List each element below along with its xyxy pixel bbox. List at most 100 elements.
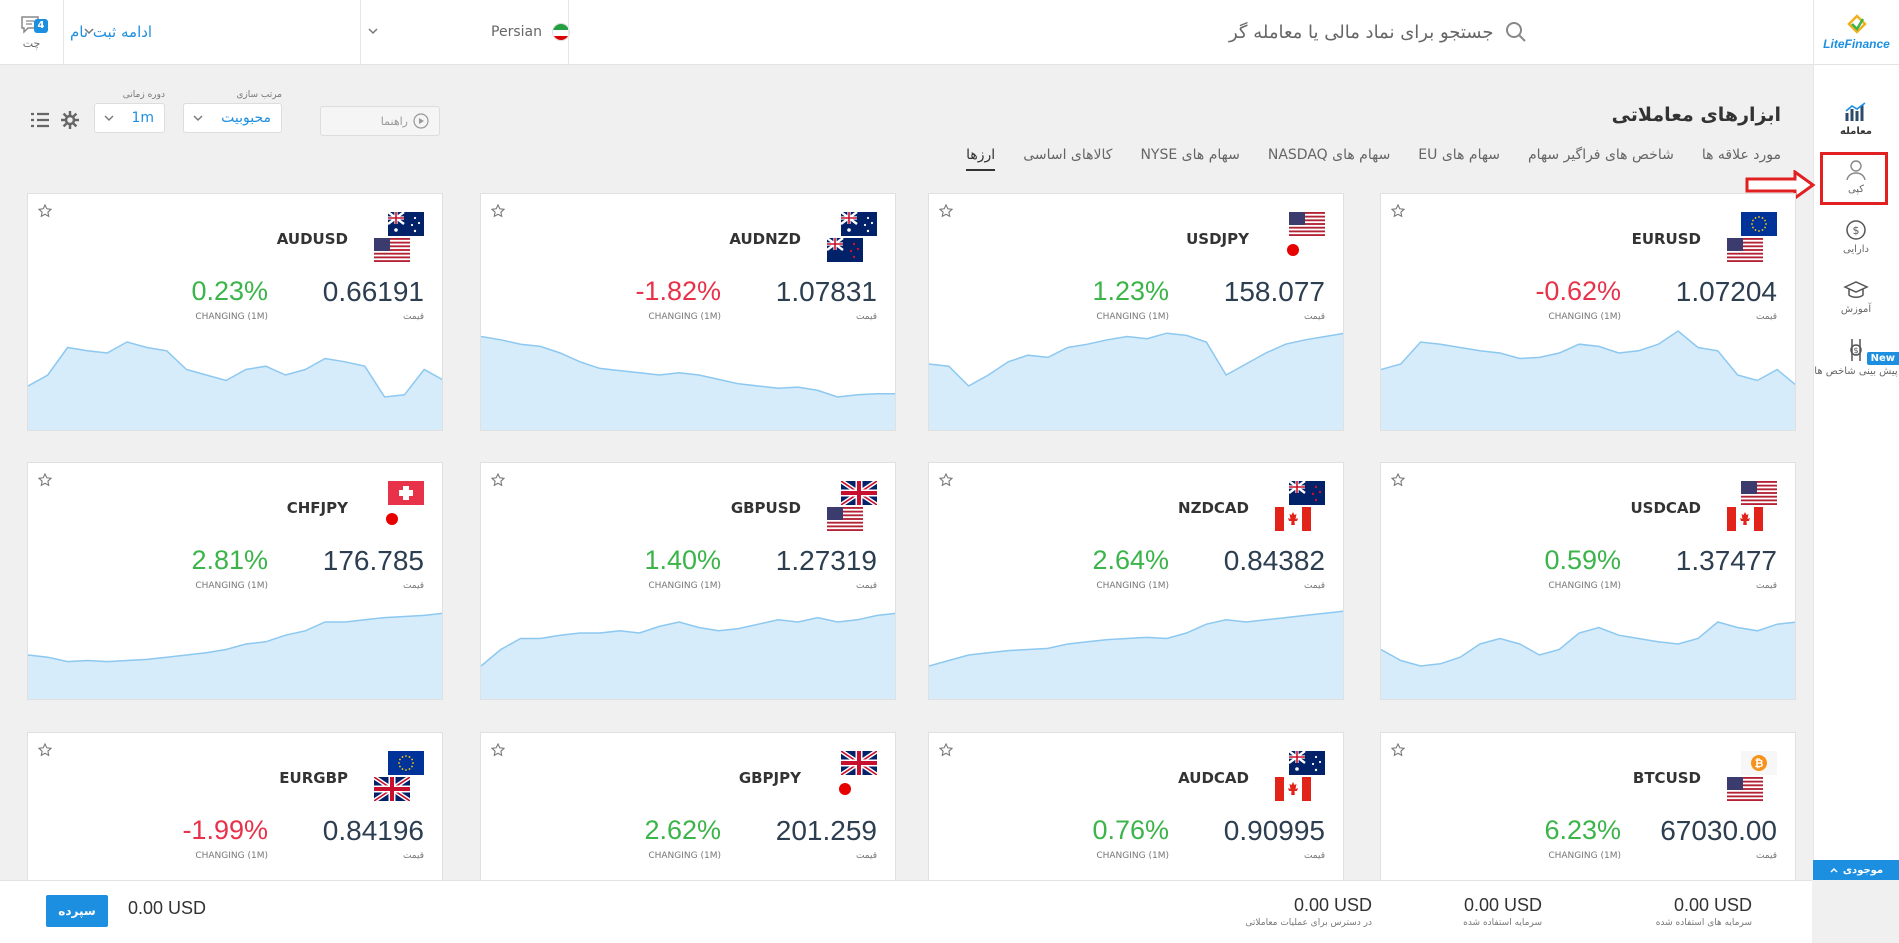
change-label: CHANGING (1M) <box>648 851 721 861</box>
price-sparkline <box>481 612 895 699</box>
forecast-icon: $ <box>1850 339 1862 361</box>
search-input[interactable]: جستجو برای نماد مالی یا معامله گر <box>1229 21 1494 43</box>
period-caption: دوره زمانی <box>122 90 165 100</box>
sidebar-item-forecast[interactable]: $ پیش بینی شاخص ها <box>1813 337 1899 378</box>
au-flag-icon <box>840 211 877 236</box>
change-label: CHANGING (1M) <box>1096 581 1169 591</box>
red-arrow-annotation <box>1745 170 1816 200</box>
tab-item[interactable]: ارزها <box>966 147 996 171</box>
instrument-symbol: USDJPY <box>1186 230 1249 248</box>
favorite-star-icon[interactable] <box>939 743 953 757</box>
instrument-change: 0.23% <box>191 276 268 306</box>
highlight-box <box>1820 152 1888 205</box>
instrument-card[interactable]: GBPUSD 1.27319 قیمت 1.40% CHANGING (1M) <box>480 462 896 700</box>
tab-item[interactable]: مورد علاقه ها <box>1701 147 1781 163</box>
tab-item[interactable]: سهام های EU <box>1418 147 1501 163</box>
sidebar-item-trade[interactable]: معامله <box>1813 101 1899 138</box>
price-sparkline <box>1381 621 1795 699</box>
nz-flag-icon <box>1288 480 1325 505</box>
price-label: قیمت <box>1303 312 1325 322</box>
instrument-change: 6.23% <box>1544 815 1621 845</box>
favorite-star-icon[interactable] <box>1391 473 1405 487</box>
instrument-price: 0.90995 <box>1223 815 1325 846</box>
favorite-star-icon[interactable] <box>1391 743 1405 757</box>
instrument-card[interactable]: CHFJPY 176.785 قیمت 2.81% CHANGING (1M) <box>27 462 443 700</box>
favorite-star-icon[interactable] <box>38 473 52 487</box>
nz-flag-icon <box>826 237 863 262</box>
instrument-card[interactable]: USDCAD 1.37477 قیمت 0.59% CHANGING (1M) <box>1380 462 1796 700</box>
tab-item[interactable]: سهام های NYSE <box>1140 147 1240 163</box>
guide-button[interactable]: راهنما <box>320 106 440 136</box>
price-label: قیمت <box>1755 851 1777 861</box>
sparkline-area <box>1381 622 1795 699</box>
favorite-star-icon[interactable] <box>1391 204 1405 218</box>
change-label: CHANGING (1M) <box>648 581 721 591</box>
instrument-symbol: CHFJPY <box>286 499 348 517</box>
stat-value: 0.00 USD <box>1673 895 1752 915</box>
header-divider <box>568 0 569 64</box>
instrument-change: 2.81% <box>191 545 268 575</box>
chat-button[interactable]: 4 چت <box>0 0 64 64</box>
au-flag-icon <box>387 211 424 236</box>
favorite-star-icon[interactable] <box>491 743 505 757</box>
sidebar-item-education[interactable]: آموزش <box>1813 279 1899 316</box>
favorite-star-icon[interactable] <box>491 204 505 218</box>
search-bar[interactable]: جستجو برای نماد مالی یا معامله گر <box>1229 14 1789 50</box>
tab-item[interactable]: کالاهای اساسی <box>1023 147 1113 163</box>
change-label: CHANGING (1M) <box>195 851 268 861</box>
header-divider <box>360 0 361 64</box>
price-label: قیمت <box>402 851 424 861</box>
favorite-star-icon[interactable] <box>491 473 505 487</box>
search-icon <box>1506 22 1527 42</box>
gear-icon[interactable] <box>60 110 80 130</box>
favorite-star-icon[interactable] <box>939 204 953 218</box>
instrument-card[interactable]: EURUSD 1.07204 قیمت -0.62% CHANGING (1M) <box>1380 193 1796 431</box>
stat-used-funds: 0.00 USD سرمایه های استفاده شده <box>1656 895 1752 928</box>
instrument-card[interactable]: USDJPY 158.077 قیمت 1.23% CHANGING (1M) <box>928 193 1344 431</box>
instrument-price: 176.785 <box>322 545 424 576</box>
balance-tab[interactable]: موجودی <box>1813 860 1899 880</box>
favorite-star-icon[interactable] <box>939 473 953 487</box>
deposit-button[interactable]: سپرده <box>46 895 108 927</box>
price-sparkline <box>28 341 442 430</box>
favorite-star-icon[interactable] <box>38 743 52 757</box>
favorite-star-icon[interactable] <box>38 204 52 218</box>
account-balance: 0.00 USD <box>128 898 207 918</box>
list-view-icon[interactable] <box>30 110 50 130</box>
new-badge: New <box>1866 352 1899 365</box>
sidebar-item-assets[interactable]: $ دارایی <box>1813 219 1899 256</box>
continue-registration-dropdown[interactable]: ادامه ثبت نام <box>70 16 350 48</box>
price-label: قیمت <box>402 312 424 322</box>
instrument-card[interactable]: NZDCAD 0.84382 قیمت 2.64% CHANGING (1M) <box>928 462 1344 700</box>
price-label: قیمت <box>402 581 424 591</box>
sidebar-item-copy[interactable]: کپی <box>1813 159 1899 196</box>
instrument-symbol: AUDNZD <box>729 230 801 248</box>
eu-flag-icon <box>388 751 424 775</box>
instrument-card[interactable]: AUDUSD 0.66191 قیمت 0.23% CHANGING (1M) <box>27 193 443 431</box>
sparkline-line <box>28 341 442 398</box>
instrument-symbol: GBPJPY <box>738 769 801 787</box>
instrument-card[interactable]: AUDNZD 1.07831 قیمت -1.82% CHANGING (1M) <box>480 193 896 431</box>
currency-flags: ₿ <box>1727 751 1777 801</box>
btc-flag-icon: ₿ <box>1741 751 1777 775</box>
period-select[interactable]: 1m <box>94 103 165 133</box>
play-circle-icon <box>413 113 429 129</box>
language-selector[interactable]: Persian <box>360 16 570 48</box>
sidebar-item-label: پیش بینی شاخص ها <box>1814 366 1898 377</box>
litefinance-logo[interactable]: LiteFinance <box>1813 0 1899 64</box>
instrument-change: -1.99% <box>182 815 268 845</box>
tab-item[interactable]: شاخص های فراگیر سهام <box>1528 147 1674 163</box>
instrument-change: 0.76% <box>1092 815 1169 845</box>
tab-item[interactable]: سهام های NASDAQ <box>1267 147 1391 163</box>
change-label: CHANGING (1M) <box>1548 312 1621 322</box>
currency-flags <box>826 211 877 262</box>
eu-flag-icon <box>1741 212 1777 236</box>
instrument-change: 0.59% <box>1544 545 1621 575</box>
us-flag-icon <box>1741 481 1777 505</box>
sparkline-line <box>481 335 895 398</box>
price-label: قیمت <box>855 312 877 322</box>
instrument-change: -1.82% <box>635 276 721 306</box>
us-flag-icon <box>1289 212 1325 236</box>
sparkline-area <box>481 336 895 430</box>
sort-select[interactable]: محبوبیت <box>183 103 282 133</box>
